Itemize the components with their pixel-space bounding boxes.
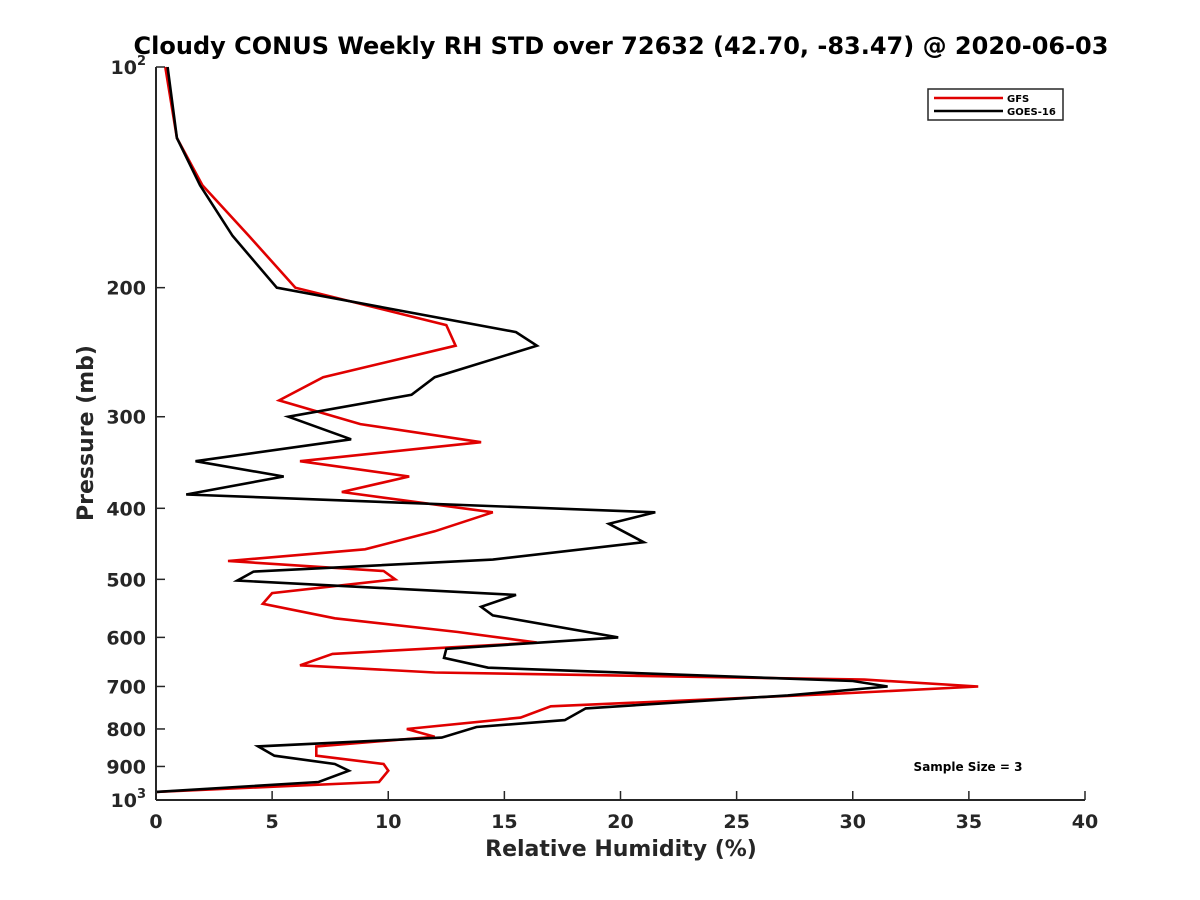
plot-area bbox=[156, 67, 1085, 800]
y-axis-label: Pressure (mb) bbox=[74, 345, 99, 521]
x-axis-ticks: 0 5 10 15 20 25 30 35 40 bbox=[149, 791, 1098, 833]
legend: GFS GOES-16 bbox=[927, 88, 1064, 121]
y-tick-label: 300 bbox=[106, 407, 146, 429]
x-tick-label: 20 bbox=[607, 811, 633, 833]
y-tick-label: 800 bbox=[106, 719, 146, 741]
x-tick-label: 0 bbox=[149, 811, 162, 833]
x-tick-label: 10 bbox=[375, 811, 401, 833]
x-tick-label: 15 bbox=[491, 811, 517, 833]
x-tick-label: 25 bbox=[723, 811, 749, 833]
x-tick-label: 5 bbox=[266, 811, 279, 833]
x-axis-label: Relative Humidity (%) bbox=[485, 837, 757, 862]
y-tick-label: 103 bbox=[111, 787, 147, 812]
y-tick-label: 500 bbox=[106, 569, 146, 591]
x-tick-label: 40 bbox=[1072, 811, 1098, 833]
y-tick-label: 900 bbox=[106, 756, 146, 778]
y-tick-label: 700 bbox=[106, 676, 146, 698]
y-tick-label: 200 bbox=[106, 278, 146, 300]
sample-size-annotation: Sample Size = 3 bbox=[914, 760, 1023, 774]
series-line-gfs bbox=[155, 66, 979, 794]
legend-label-gfs: GFS bbox=[1007, 94, 1029, 105]
y-axis-ticks: 102 200 300 400 500 600 700 800 900 103 bbox=[106, 54, 165, 812]
y-tick-label: 102 bbox=[111, 54, 147, 79]
legend-label-goes-16: GOES-16 bbox=[1007, 107, 1056, 118]
y-tick-label: 400 bbox=[106, 498, 146, 520]
series-layer bbox=[155, 66, 979, 794]
x-tick-label: 30 bbox=[840, 811, 866, 833]
legend-box bbox=[927, 88, 1064, 121]
x-tick-label: 35 bbox=[956, 811, 982, 833]
chart-title: Cloudy CONUS Weekly RH STD over 72632 (4… bbox=[134, 32, 1109, 60]
y-tick-label: 600 bbox=[106, 627, 146, 649]
series-line-goes-16 bbox=[155, 66, 888, 794]
